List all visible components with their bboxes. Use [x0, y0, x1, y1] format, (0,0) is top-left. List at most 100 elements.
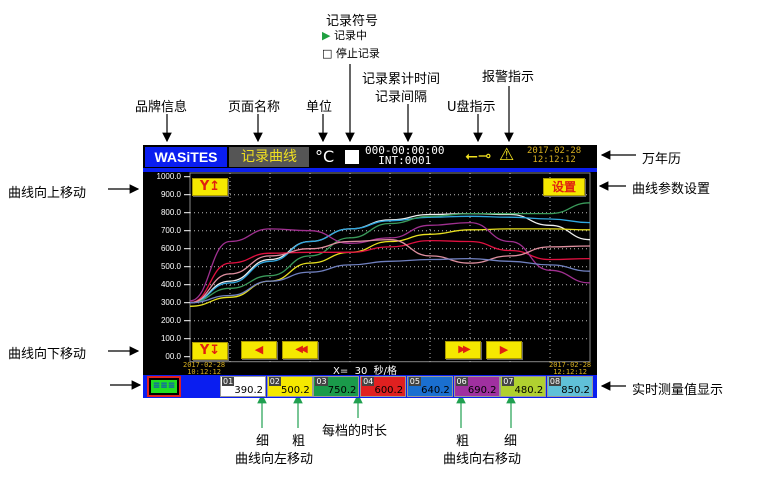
record-interval-label: 记录间隔 — [375, 90, 428, 105]
y-tick-label: 400.0 — [160, 280, 181, 289]
start-time: 10:12:12 — [187, 368, 221, 376]
curve-up-label: 曲线向上移动 — [8, 186, 87, 201]
play-icon: ▶ — [322, 29, 331, 42]
channel-value: 640.2 — [421, 385, 450, 396]
y-tick-label: 300.0 — [160, 298, 181, 307]
record-symbol-label: 记录符号 — [326, 14, 379, 29]
y-tick-label: 600.0 — [160, 244, 181, 253]
channel-value: 850.2 — [561, 385, 590, 396]
warning-icon: ⚠ — [499, 145, 515, 165]
channel-value: 750.2 — [327, 385, 357, 396]
channel-value: 600.2 — [374, 385, 404, 396]
channel-id: 05 — [408, 377, 421, 386]
curve-up-button[interactable]: Y↥ — [192, 178, 228, 196]
series-line-5 — [189, 239, 591, 304]
y-tick-label: 800.0 — [160, 208, 181, 217]
record-interval: INT:0001 — [378, 154, 432, 167]
end-timestamp: 2017-02-28 12:12:12 — [549, 362, 591, 376]
channel-04[interactable]: 04 600.2 — [360, 376, 407, 397]
y-tick-label: 100.0 — [160, 334, 181, 343]
channel-id: 08 — [548, 377, 562, 386]
unit-display: °C — [315, 147, 335, 166]
settings-button[interactable]: 设置 — [543, 178, 585, 196]
channel-01[interactable]: 01 390.2 — [220, 376, 266, 397]
square-icon: □ — [322, 47, 333, 60]
channel-id: 01 — [222, 377, 235, 386]
realtime-values-label: 实时测量值显示 — [632, 383, 724, 398]
elapsed-time: 000-00:00:00 — [365, 144, 445, 157]
channel-id: 04 — [362, 377, 375, 386]
channel-02[interactable]: 02 500.2 — [266, 376, 313, 397]
device-screen: WASiTES 记录曲线 °C 000-00:00:00 INT:0001 ⭠⊸ … — [143, 145, 597, 398]
coarse-right-label: 粗 — [456, 434, 470, 449]
record-time: 000-00:00:00 INT:0001 — [365, 144, 445, 167]
menu-icon: ≡≡≡ — [151, 380, 177, 393]
curve-right-label: 曲线向右移动 — [443, 452, 522, 467]
coarse-right-button[interactable]: ▶▶ — [445, 341, 481, 359]
fine-left-label: 细 — [256, 434, 270, 449]
y-tick-label: 1000.0 — [156, 172, 181, 181]
stopped-label: 停止记录 — [335, 47, 380, 60]
y-tick-label: 700.0 — [160, 226, 181, 235]
series-line-3 — [189, 202, 591, 304]
brand-info-label: 品牌信息 — [135, 100, 188, 115]
channel-value: 390.2 — [234, 385, 263, 396]
calendar-label: 万年历 — [642, 152, 682, 167]
recording-label: 记录中 — [333, 29, 367, 42]
y-tick-label: 200.0 — [160, 316, 181, 325]
series-line-6 — [189, 221, 591, 302]
fine-left-button[interactable]: ◀ — [241, 341, 277, 359]
stopped-legend: □ 停止记录 — [322, 45, 380, 61]
y-tick-label: 500.0 — [160, 262, 181, 271]
coarse-left-button[interactable]: ◀◀ — [282, 341, 318, 359]
start-timestamp: 2017-02-28 10:12:12 — [183, 362, 225, 376]
channel-value: 500.2 — [281, 385, 310, 396]
time-per-div-label: 每档的时长 — [322, 424, 388, 439]
record-elapsed-label: 记录累计时间 — [362, 72, 441, 87]
channel-03[interactable]: 03 750.2 — [313, 376, 360, 397]
clock-time: 12:12:12 — [532, 155, 576, 165]
y-tick-label: 00.0 — [165, 352, 181, 361]
recording-legend: ▶ 记录中 — [322, 27, 367, 43]
channel-value: 480.2 — [514, 385, 544, 396]
start-date: 2017-02-28 — [183, 361, 226, 369]
brand-logo: WASiTES — [145, 147, 227, 167]
calendar-clock: 2017-02-28 12:12:12 — [527, 147, 581, 165]
fine-right-label: 细 — [504, 434, 518, 449]
channel-06[interactable]: 06 690.2 — [453, 376, 500, 397]
curve-down-label: 曲线向下移动 — [8, 347, 87, 362]
series-line-1 — [189, 212, 591, 304]
channel-id: 06 — [455, 377, 468, 386]
usb-indicator-label: U盘指示 — [447, 100, 496, 115]
end-date: 2017-02-28 — [549, 361, 592, 369]
curve-settings-label: 曲线参数设置 — [632, 182, 711, 197]
channel-id: 02 — [268, 377, 281, 386]
usb-icon: ⭠⊸ — [465, 146, 492, 165]
header-bar: WASiTES 记录曲线 °C 000-00:00:00 INT:0001 ⭠⊸ … — [143, 145, 597, 168]
fine-right-button[interactable]: ▶ — [486, 341, 522, 359]
coarse-left-label: 粗 — [292, 434, 306, 449]
page-name-label: 页面名称 — [228, 100, 281, 115]
page-title: 记录曲线 — [229, 147, 309, 167]
curve-left-label: 曲线向左移动 — [235, 452, 314, 467]
channel-05[interactable]: 05 640.2 — [406, 376, 453, 397]
x-scale-label: X= 30 秒/格 — [333, 366, 398, 377]
header-divider — [143, 168, 597, 172]
record-status-icon — [345, 150, 359, 164]
clock-date: 2017-02-28 — [527, 146, 582, 156]
channel-08[interactable]: 08 850.2 — [546, 376, 593, 397]
channel-07[interactable]: 07 480.2 — [500, 376, 547, 397]
channel-id: 03 — [315, 377, 328, 386]
unit-label: 单位 — [306, 100, 333, 115]
menu-button[interactable]: ≡≡≡ — [147, 376, 181, 397]
end-time: 12:12:12 — [553, 368, 587, 376]
curve-down-button[interactable]: Y↧ — [192, 342, 228, 360]
y-tick-label: 900.0 — [160, 190, 181, 199]
alarm-indicator-label: 报警指示 — [482, 70, 535, 85]
series-line-2 — [189, 215, 591, 304]
series-line-4 — [189, 228, 591, 307]
trend-chart — [184, 172, 591, 363]
series-line-8 — [189, 257, 591, 304]
channel-value: 690.2 — [467, 385, 497, 396]
